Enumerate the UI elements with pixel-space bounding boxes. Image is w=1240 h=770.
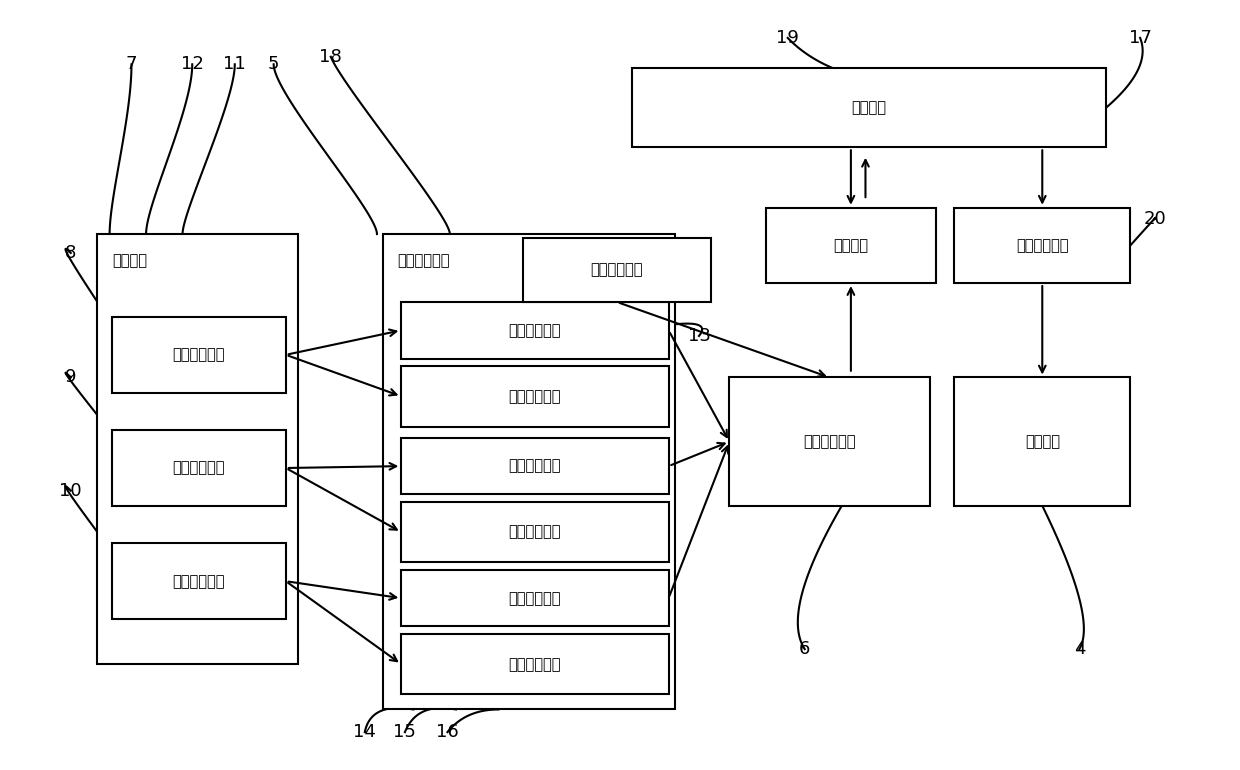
Text: 5: 5 [268, 55, 279, 73]
Text: 第一读卡单元: 第一读卡单元 [590, 263, 644, 277]
Text: 图像采集单元: 图像采集单元 [398, 253, 450, 268]
Text: 定位单元: 定位单元 [112, 253, 148, 268]
Text: 17: 17 [1128, 29, 1152, 47]
Text: 侧面摄像单元: 侧面摄像单元 [508, 459, 562, 474]
Text: 电子标签: 电子标签 [852, 100, 887, 116]
Bar [112, 544, 285, 619]
Bar [402, 502, 668, 562]
Text: 分拣单元: 分拣单元 [1024, 434, 1060, 449]
Text: 侧面照明单元: 侧面照明单元 [508, 524, 562, 540]
Text: 13: 13 [687, 327, 711, 345]
Text: 底部摄像单元: 底部摄像单元 [508, 591, 562, 606]
Text: 底部照明单元: 底部照明单元 [508, 657, 562, 671]
Text: 10: 10 [60, 482, 82, 500]
Bar [402, 634, 668, 695]
Text: 第二红外单元: 第二红外单元 [172, 460, 226, 476]
Text: 写卡单元: 写卡单元 [833, 238, 868, 253]
Text: 11: 11 [223, 55, 247, 73]
Text: 14: 14 [353, 723, 376, 741]
Text: 20: 20 [1143, 210, 1166, 228]
Text: 第三红外单元: 第三红外单元 [172, 574, 226, 589]
Bar [402, 438, 668, 494]
Text: 顶部照明单元: 顶部照明单元 [508, 389, 562, 403]
Bar [112, 317, 285, 393]
Bar [766, 208, 936, 283]
Text: 6: 6 [799, 640, 811, 658]
Text: 18: 18 [320, 48, 342, 65]
Text: 8: 8 [64, 244, 77, 262]
Text: 第二读卡单元: 第二读卡单元 [1016, 238, 1069, 253]
Text: 9: 9 [64, 369, 77, 387]
Bar [402, 367, 668, 427]
Bar [383, 234, 675, 709]
Bar [112, 430, 285, 506]
Text: 12: 12 [181, 55, 203, 73]
Text: 7: 7 [125, 55, 138, 73]
Bar [729, 377, 930, 506]
Text: 19: 19 [776, 29, 799, 47]
Text: 4: 4 [1074, 640, 1085, 658]
Bar [523, 238, 711, 302]
Text: 图像处理单元: 图像处理单元 [804, 434, 856, 449]
Text: 15: 15 [393, 723, 417, 741]
Bar [98, 234, 298, 665]
Bar [954, 377, 1131, 506]
Bar [402, 302, 668, 359]
Text: 顶部摄像单元: 顶部摄像单元 [508, 323, 562, 338]
Text: 第一红外单元: 第一红外单元 [172, 347, 226, 363]
Text: 16: 16 [436, 723, 459, 741]
Bar [632, 68, 1106, 147]
Bar [402, 570, 668, 627]
Bar [954, 208, 1131, 283]
